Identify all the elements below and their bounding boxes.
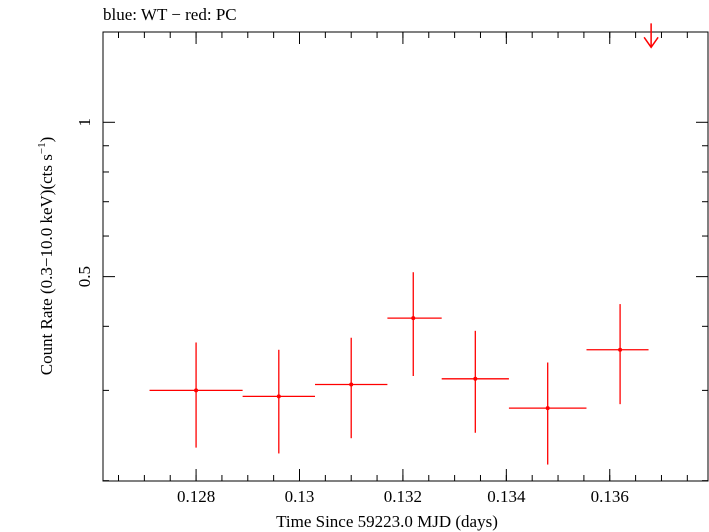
data-points <box>149 23 659 465</box>
data-point <box>508 362 587 465</box>
data-point <box>242 349 316 454</box>
point-marker <box>618 347 623 352</box>
x-tick-label: 0.136 <box>591 487 629 506</box>
y-axis-label-exponent: −1 <box>36 142 48 154</box>
point-marker <box>349 382 354 387</box>
x-axis-label: Time Since 59223.0 MJD (days) <box>276 512 498 531</box>
point-marker <box>276 394 281 399</box>
y-axis-label: Count Rate (0.3−10.0 keV)(cts s−1) <box>36 137 56 376</box>
data-point <box>315 337 388 439</box>
x-tick-label: 0.132 <box>384 487 422 506</box>
point-marker <box>411 316 416 321</box>
y-axis-label-close: ) <box>37 137 56 143</box>
upper-limit-arrowhead <box>643 36 659 49</box>
data-point <box>387 272 442 377</box>
x-tick-label: 0.134 <box>487 487 526 506</box>
upper-limit <box>643 23 659 49</box>
y-axis-ticks: 0.51 <box>75 118 708 482</box>
data-point <box>149 342 243 448</box>
data-point <box>586 304 649 405</box>
chart-title: blue: WT − red: PC <box>103 5 237 24</box>
y-tick-label: 0.5 <box>75 266 94 287</box>
point-marker <box>473 376 478 381</box>
point-marker <box>194 388 199 393</box>
y-tick-label: 1 <box>75 118 94 127</box>
data-point <box>441 330 509 433</box>
y-axis-label-main: Count Rate (0.3−10.0 keV)(cts s <box>37 154 56 375</box>
x-tick-label: 0.128 <box>177 487 215 506</box>
plot-frame <box>102 31 709 482</box>
point-marker <box>545 406 550 411</box>
x-axis-ticks: 0.128 0.13 0.132 0.134 0.136 <box>118 32 688 506</box>
x-tick-label: 0.13 <box>285 487 315 506</box>
